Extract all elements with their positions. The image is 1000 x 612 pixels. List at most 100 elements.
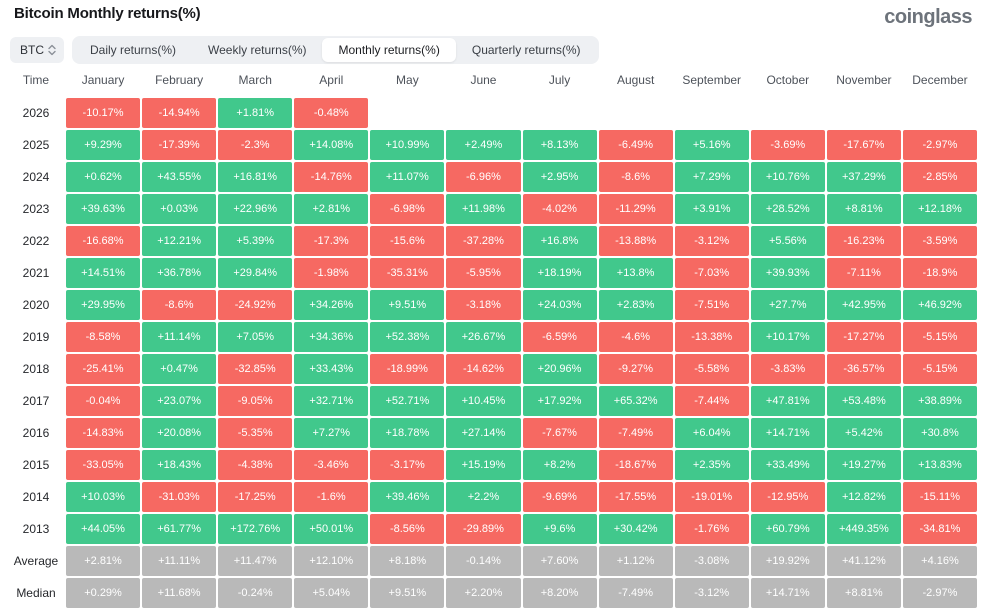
return-cell: -15.11% <box>902 482 977 512</box>
return-cell: -3.12% <box>674 226 749 256</box>
return-cell: +19.92% <box>750 546 825 576</box>
return-cell: +18.78% <box>370 418 445 448</box>
return-cell: +12.82% <box>826 482 901 512</box>
symbol-select[interactable]: BTC <box>10 37 64 63</box>
row-label: 2025 <box>22 138 50 152</box>
return-cell: +52.71% <box>370 386 445 416</box>
tab-monthly-returns[interactable]: Monthly returns(%) <box>322 38 456 62</box>
column-header-month: May <box>396 73 419 87</box>
return-cell <box>523 98 597 128</box>
return-cell: +61.77% <box>142 514 217 544</box>
return-cell: -0.04% <box>66 386 141 416</box>
return-cell: +2.35% <box>674 450 749 480</box>
tab-weekly-returns[interactable]: Weekly returns(%) <box>208 43 307 57</box>
symbol-select-value: BTC <box>20 43 44 57</box>
returns-table: Time January February March April May June July… <box>0 64 1000 608</box>
table-body: 2026 -10.17% -14.94% +1.81% -0.48% 2025 +9.29%… <box>8 98 1000 608</box>
return-cell: -35.31% <box>370 258 445 288</box>
return-cell: +0.29% <box>66 578 141 608</box>
return-cell: +10.99% <box>370 130 445 160</box>
return-cell: -15.6% <box>370 226 445 256</box>
return-cell: -18.9% <box>902 258 977 288</box>
return-cell: +12.18% <box>902 194 977 224</box>
row-label: 2021 <box>22 266 50 280</box>
return-cell: -5.35% <box>218 418 293 448</box>
return-cell: +172.76% <box>218 514 293 544</box>
return-cell: +16.81% <box>218 162 293 192</box>
return-cell: +8.2% <box>522 450 597 480</box>
return-cell: +5.39% <box>218 226 293 256</box>
return-cell: +24.03% <box>522 290 597 320</box>
return-cell: -32.85% <box>218 354 293 384</box>
return-cell: +9.6% <box>522 514 597 544</box>
return-cell: -2.97% <box>902 578 977 608</box>
return-cell: +39.93% <box>750 258 825 288</box>
row-label: 2013 <box>22 522 50 536</box>
return-cell: -14.94% <box>142 98 217 128</box>
return-cell: +5.16% <box>674 130 749 160</box>
column-header-month: February <box>155 73 204 87</box>
return-cell: -17.25% <box>218 482 293 512</box>
table-row: 2018 -25.41% +0.47% -32.85% +33.43% -18.99% -1… <box>8 354 977 384</box>
return-cell: +14.08% <box>294 130 369 160</box>
row-label: 2020 <box>22 298 50 312</box>
controls-bar: BTC Daily returns(%) Weekly returns(%) Mon… <box>0 32 1000 64</box>
return-cell: -17.39% <box>142 130 217 160</box>
table-row: Average +2.81% +11.11% +11.47% +12.10% +8.18%… <box>8 546 977 576</box>
column-header-month: November <box>836 73 892 87</box>
return-cell: -8.6% <box>142 290 217 320</box>
return-cell: +20.96% <box>522 354 597 384</box>
column-header-month: January <box>81 73 125 87</box>
return-cell: -0.14% <box>446 546 521 576</box>
return-cell: +8.81% <box>826 194 901 224</box>
return-cell: -4.02% <box>522 194 597 224</box>
return-cell: -18.67% <box>598 450 673 480</box>
return-cell: +39.46% <box>370 482 445 512</box>
return-cell: +33.49% <box>750 450 825 480</box>
return-cell: +11.07% <box>370 162 445 192</box>
return-cell <box>446 98 520 128</box>
column-header-month: September <box>682 73 742 87</box>
return-cell: +29.84% <box>218 258 293 288</box>
return-cell <box>675 98 749 128</box>
row-label: 2024 <box>22 170 50 184</box>
tab-quarterly-returns[interactable]: Quarterly returns(%) <box>471 43 581 57</box>
return-cell: +8.20% <box>522 578 597 608</box>
return-cell: -1.76% <box>674 514 749 544</box>
return-cell: -6.49% <box>598 130 673 160</box>
return-cell: -24.92% <box>218 290 293 320</box>
table-row: 2016 -14.83% +20.08% -5.35% +7.27% +18.78% +27… <box>8 418 977 448</box>
return-cell: -3.12% <box>674 578 749 608</box>
return-cell: +2.2% <box>446 482 521 512</box>
return-cell: +12.21% <box>142 226 217 256</box>
return-cell: -1.98% <box>294 258 369 288</box>
row-label: 2016 <box>22 426 50 440</box>
return-cell: -3.46% <box>294 450 369 480</box>
column-header-month: October <box>766 73 810 87</box>
return-cell: -5.95% <box>446 258 521 288</box>
return-cell: +29.95% <box>66 290 141 320</box>
return-cell: +8.18% <box>370 546 445 576</box>
return-cell: +20.08% <box>142 418 217 448</box>
return-cell: -17.55% <box>598 482 673 512</box>
return-cell <box>599 98 673 128</box>
return-cell: +28.52% <box>750 194 825 224</box>
return-cell: +3.91% <box>674 194 749 224</box>
return-cell: -4.6% <box>598 322 673 352</box>
return-cell: +42.95% <box>826 290 901 320</box>
return-cell: -5.58% <box>674 354 749 384</box>
return-cell: +1.12% <box>598 546 673 576</box>
tab-daily-returns[interactable]: Daily returns(%) <box>90 43 177 57</box>
return-cell: -16.23% <box>826 226 901 256</box>
return-cell: +26.67% <box>446 322 521 352</box>
row-label: 2014 <box>22 490 50 504</box>
return-cell: -7.51% <box>674 290 749 320</box>
return-cell: -3.59% <box>902 226 977 256</box>
table-row: 2021 +14.51% +36.78% +29.84% -1.98% -35.31% -5… <box>8 258 977 288</box>
row-label: 2018 <box>22 362 50 376</box>
return-cell: +0.47% <box>142 354 217 384</box>
return-cell: +11.98% <box>446 194 521 224</box>
table-row: 2023 +39.63% +0.03% +22.96% +2.81% -6.98% +11.… <box>8 194 977 224</box>
return-cell: +43.55% <box>142 162 217 192</box>
